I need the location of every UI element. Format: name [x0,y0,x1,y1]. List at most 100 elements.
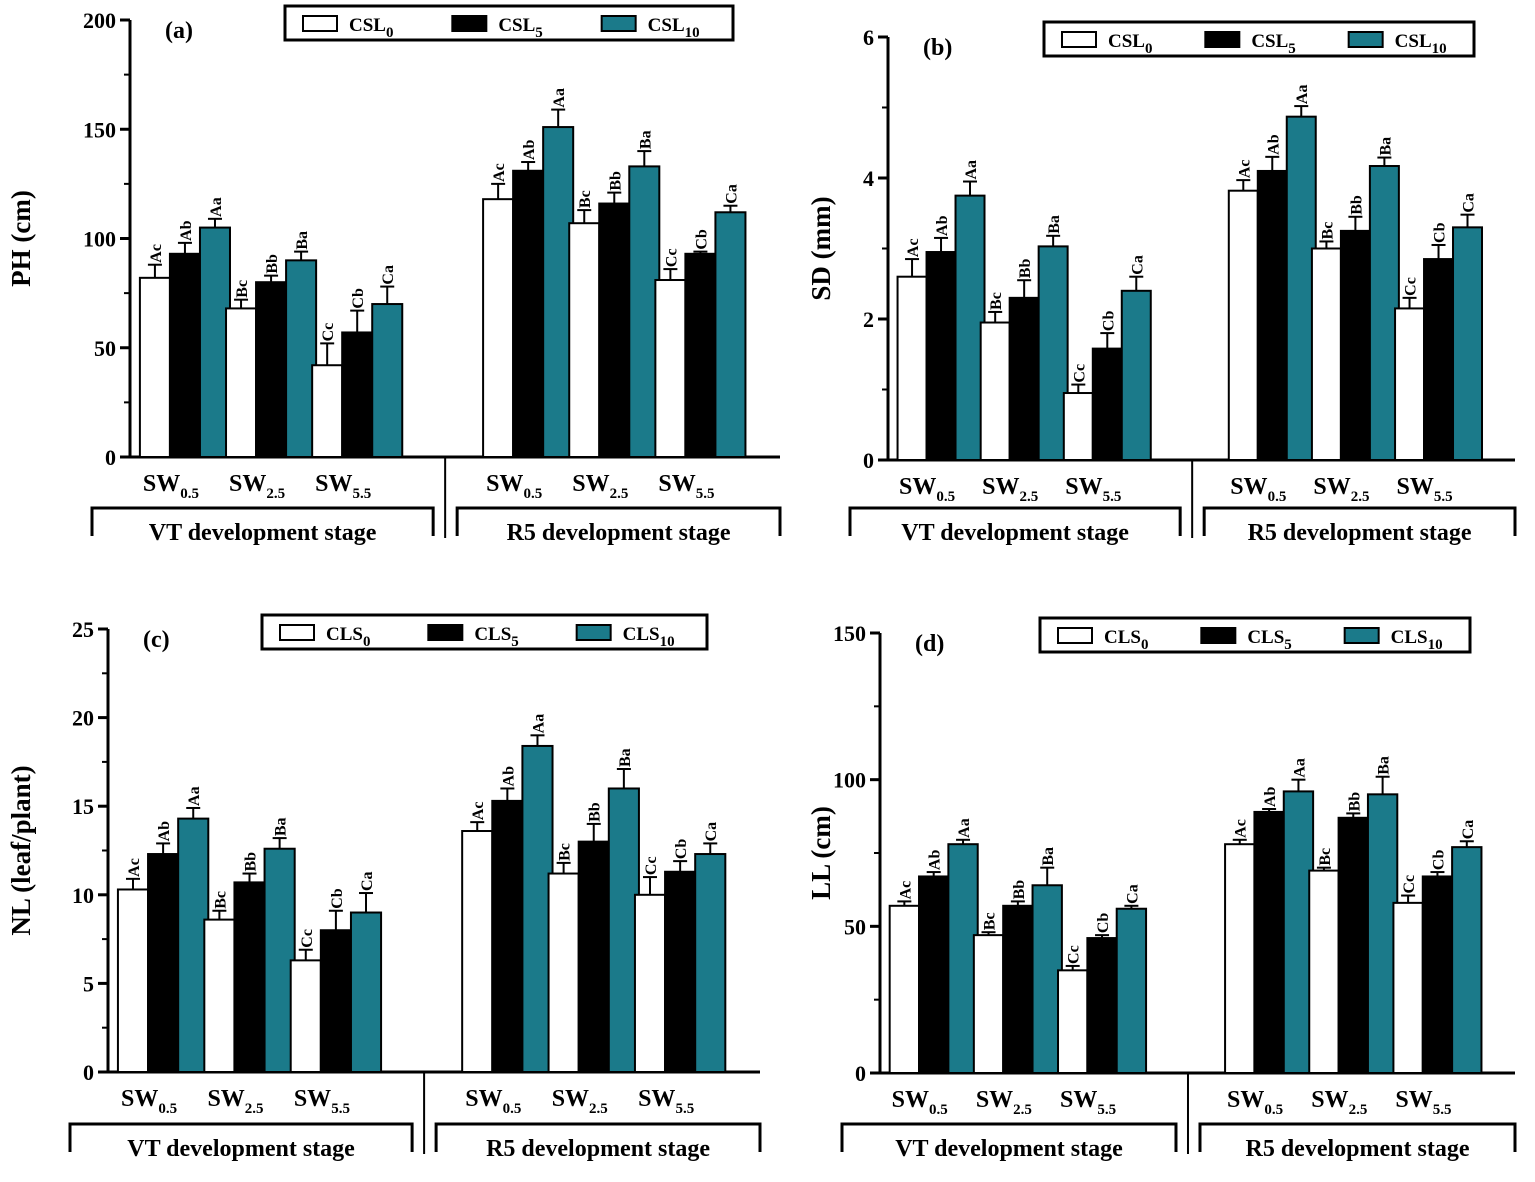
significance-label: Bc [988,292,1005,310]
significance-label: Ca [380,265,397,285]
bar-CSL0-0 [896,275,928,462]
bar-CLS5-5 [664,870,697,1073]
bar-CSL10-0 [954,194,986,461]
significance-label: Ab [927,850,944,871]
significance-label: Ba [273,817,290,836]
bar-CSL0-3 [482,198,515,458]
significance-label: Ab [1262,786,1279,807]
legend-swatch [575,624,612,641]
panel-label: (d) [915,631,944,657]
bar-CSL5-4 [1339,229,1371,461]
stage-label: R5 development stage [1246,1136,1470,1162]
category-subscript: 5.5 [1434,489,1453,505]
significance-label: Ac [1233,819,1250,838]
legend-subscript: 5 [1288,41,1296,57]
y-tick-label: 50 [94,336,116,361]
bar-CSL0-4 [568,222,601,458]
legend-subscript: 0 [1141,637,1149,653]
category-label: SW5.5 [315,471,371,502]
bar-CLS5-2 [1086,937,1118,1074]
significance-label: Aa [186,786,203,806]
significance-label: Aa [956,818,973,838]
bar-CSL5-0 [925,251,957,461]
significance-label: Ca [1461,193,1478,213]
y-tick-label: 50 [844,914,866,939]
bar-CLS0-0 [116,888,150,1074]
bar-CLS5-0 [918,875,950,1075]
stage-label: VT development stage [127,1136,355,1162]
significance-label: Cb [1430,850,1447,871]
category-subscript: 0.5 [523,486,542,502]
bar-CSL5-1 [1008,296,1040,461]
category-label: SW0.5 [1230,474,1286,505]
bar-CLS10-0 [177,817,210,1073]
legend-subscript: 5 [511,634,519,650]
significance-label: Bc [234,280,251,298]
legend-swatch [302,15,338,32]
bar-CLS0-3 [461,830,494,1073]
category-subscript: 2.5 [266,486,285,502]
category-label: SW2.5 [572,471,628,502]
category-label: SW0.5 [899,474,955,505]
category-subscript: 2.5 [1351,489,1370,505]
significance-label: Bb [1346,792,1363,812]
panel-label: (c) [143,627,170,653]
bar-CSL0-4 [1310,247,1342,461]
category-subscript: 2.5 [1349,1102,1368,1118]
bar-CLS0-1 [972,934,1005,1075]
category-label: SW5.5 [638,1086,694,1117]
category-subscript: 0.5 [158,1101,177,1117]
significance-label: Ac [126,858,143,877]
significance-label: Ab [1265,134,1282,155]
bar-CLS10-2 [1115,907,1148,1074]
significance-label: Bb [1017,259,1034,279]
bar-CLS5-3 [491,799,524,1073]
significance-label: Cb [673,839,690,860]
stage-label: VT development stage [895,1136,1123,1162]
category-subscript: 2.5 [245,1101,264,1117]
legend-swatch [451,15,488,32]
significance-label: Ca [359,871,376,891]
category-subscript: 2.5 [589,1101,608,1117]
significance-label: Ab [934,215,951,236]
significance-label: Aa [1294,85,1311,105]
bar-CSL5-5 [1423,258,1455,462]
bar-CSL0-0 [138,276,171,458]
category-subscript: 2.5 [1013,1102,1032,1118]
bar-CSL10-5 [714,211,747,458]
bar-CLS0-2 [1057,969,1089,1074]
category-subscript: 5.5 [1097,1102,1116,1118]
y-tick-label: 5 [83,971,94,996]
bar-CLS0-5 [1392,901,1424,1074]
y-tick-label: 4 [863,166,874,191]
category-subscript: 2.5 [610,486,629,502]
stage-bracket [434,1122,762,1152]
bar-CLS0-4 [547,872,580,1074]
category-subscript: 0.5 [1268,489,1287,505]
category-label: SW2.5 [552,1086,608,1117]
significance-label: Ca [1129,255,1146,275]
category-label: SW5.5 [1060,1087,1116,1118]
bar-CSL5-3 [1256,169,1288,461]
significance-label: Ac [148,244,165,263]
bar-CLS5-4 [577,840,610,1074]
significance-label: Ba [1040,847,1057,866]
significance-label: Ca [1460,820,1477,840]
significance-label: Ac [491,163,508,182]
category-label: SW5.5 [1065,474,1121,505]
bar-CSL0-2 [311,364,344,459]
category-subscript: 0.5 [936,489,955,505]
category-subscript: 0.5 [503,1101,522,1117]
significance-label: Bc [577,190,594,208]
y-axis-title: NL (leaf/plant) [6,765,36,935]
legend-box [1038,616,1472,654]
significance-label: Ab [521,139,538,160]
significance-label: Ba [1376,756,1393,775]
category-subscript: 5.5 [696,486,715,502]
stage-label: R5 development stage [507,520,731,546]
panel-label: (a) [165,18,193,44]
y-tick-label: 150 [83,117,116,142]
significance-label: Ac [897,881,914,900]
